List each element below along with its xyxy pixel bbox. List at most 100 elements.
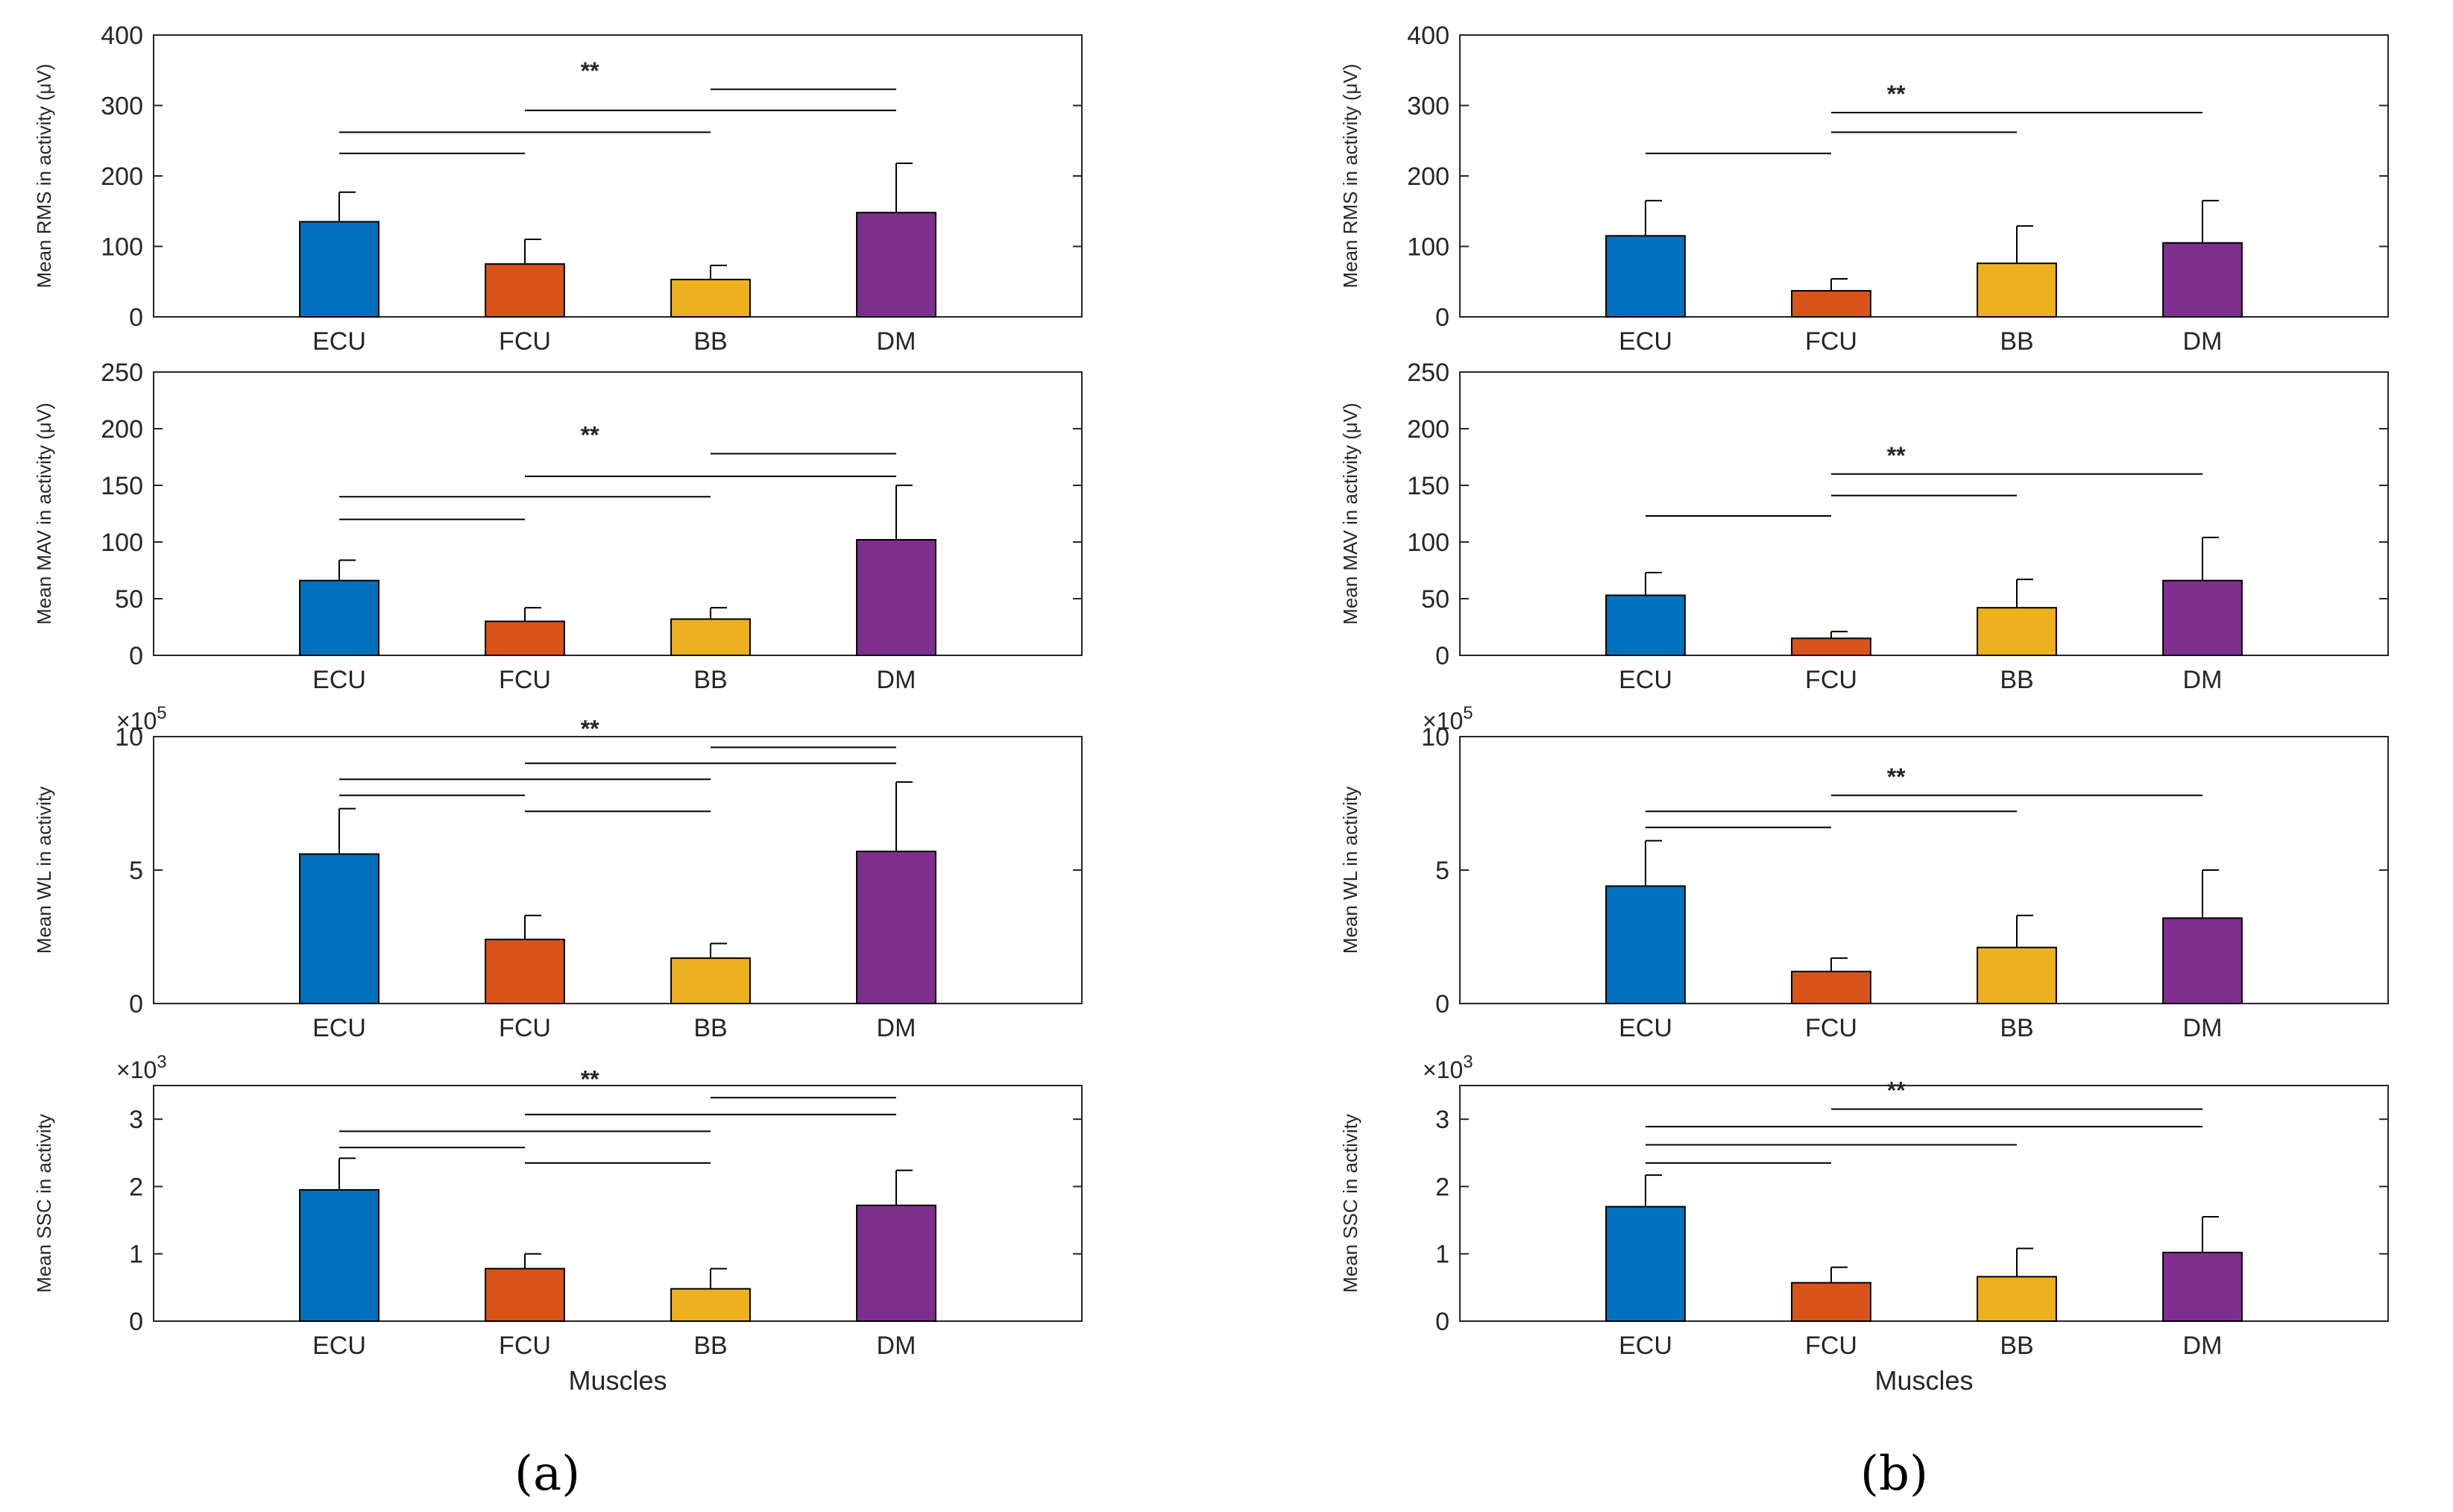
y-axis-label: Mean SSC in activity xyxy=(33,1114,55,1293)
subplot-a-4: 0 1 2 3 ×103 ECU FCU BB DM ** Mean SSC in activity… xyxy=(33,1052,1083,1396)
axis-exponent: ×103 xyxy=(116,1052,167,1083)
x-tick-label-ecu: ECU xyxy=(1619,1332,1672,1360)
y-tick-label: 100 xyxy=(101,529,143,557)
bar-ecu xyxy=(1605,594,1686,656)
x-tick-label-ecu: ECU xyxy=(1619,1014,1672,1042)
y-tick-label: 3 xyxy=(1435,1106,1449,1134)
x-tick-label-fcu: FCU xyxy=(499,1332,551,1360)
bar-bb xyxy=(670,957,751,1005)
bar-bb xyxy=(1977,1276,2057,1322)
y-tick-label: 300 xyxy=(101,92,143,121)
bar-ecu xyxy=(1605,235,1686,318)
x-tick-label-bb: BB xyxy=(2000,327,2033,356)
axes-box xyxy=(153,371,1083,656)
subplot-b-2: 0 50 100 150 200 250 ECU FCU BB DM ** Mean MAV in a… xyxy=(1339,359,2389,694)
y-tick-label: 0 xyxy=(1435,990,1449,1018)
x-tick-label-ecu: ECU xyxy=(1619,327,1672,356)
x-tick-label-ecu: ECU xyxy=(312,1014,366,1042)
bar-dm xyxy=(856,850,936,1004)
y-tick-label: 0 xyxy=(1435,303,1449,332)
axes-box xyxy=(1459,371,2389,656)
axes-box xyxy=(1459,1085,2389,1322)
y-axis-label: Mean MAV in activity (μV) xyxy=(1339,403,1361,625)
subplot-b-1: 0 100 200 300 400 ECU FCU BB DM ** Mean RMS in act… xyxy=(1339,22,2389,356)
y-axis-label: Mean WL in activity xyxy=(1339,787,1361,954)
y-tick-label: 0 xyxy=(1435,642,1449,670)
significance-marker: ** xyxy=(581,715,599,742)
x-tick-label-fcu: FCU xyxy=(1805,1332,1857,1360)
bar-dm xyxy=(856,212,936,318)
significance-marker: ** xyxy=(581,1065,599,1092)
bar-dm xyxy=(2162,1251,2243,1322)
bar-bb xyxy=(1977,607,2057,656)
y-axis-label: Mean RMS in activity (μV) xyxy=(1339,63,1361,288)
x-tick-label-fcu: FCU xyxy=(499,327,551,356)
y-tick-label: 5 xyxy=(1435,857,1449,885)
y-tick-label: 3 xyxy=(129,1106,143,1134)
y-tick-label: 200 xyxy=(101,415,143,444)
x-tick-label-bb: BB xyxy=(2000,666,2033,694)
bar-ecu xyxy=(299,853,380,1005)
bar-bb xyxy=(1977,262,2057,318)
y-tick-label: 300 xyxy=(1407,92,1449,121)
y-tick-label: 100 xyxy=(101,233,143,262)
x-tick-label-dm: DM xyxy=(877,1014,916,1042)
axis-exponent: ×103 xyxy=(1423,1052,1473,1083)
y-axis-label: Mean RMS in activity (μV) xyxy=(33,63,55,288)
bar-bb xyxy=(670,618,751,656)
y-tick-label: 1 xyxy=(1435,1241,1449,1269)
y-axis-label: Mean MAV in activity (μV) xyxy=(33,403,55,625)
axes-box xyxy=(153,1085,1083,1322)
x-tick-label-bb: BB xyxy=(693,666,727,694)
bar-bb xyxy=(670,278,751,318)
x-axis-label: Muscles xyxy=(568,1365,667,1396)
bar-dm xyxy=(2162,917,2243,1004)
y-tick-label: 400 xyxy=(101,22,143,50)
y-tick-label: 100 xyxy=(1407,529,1449,557)
y-tick-label: 200 xyxy=(101,163,143,191)
significance-marker: ** xyxy=(1887,442,1906,469)
bar-ecu xyxy=(1605,885,1686,1004)
bar-fcu xyxy=(485,1267,565,1323)
x-tick-label-dm: DM xyxy=(877,1332,916,1360)
bar-fcu xyxy=(1791,971,1871,1005)
x-tick-label-ecu: ECU xyxy=(312,666,366,694)
axes-box xyxy=(153,34,1083,318)
bar-fcu xyxy=(485,263,565,318)
x-tick-label-fcu: FCU xyxy=(499,666,551,694)
y-tick-label: 400 xyxy=(1407,22,1449,50)
y-tick-label: 50 xyxy=(1421,585,1449,614)
significance-marker: ** xyxy=(1887,763,1906,790)
y-tick-label: 100 xyxy=(1407,233,1449,262)
y-tick-label: 0 xyxy=(129,990,143,1018)
y-axis-label: Mean SSC in activity xyxy=(1339,1114,1361,1293)
bar-dm xyxy=(856,538,936,657)
x-tick-label-ecu: ECU xyxy=(1619,666,1672,694)
y-axis-label: Mean WL in activity xyxy=(33,787,55,954)
axes-box xyxy=(153,736,1083,1004)
bar-ecu xyxy=(299,1188,380,1323)
subplot-b-4: 0 1 2 3 ×103 ECU FCU BB DM ** Mean SSC in activity… xyxy=(1339,1052,2389,1396)
y-tick-label: 5 xyxy=(129,857,143,885)
x-tick-label-bb: BB xyxy=(693,1014,727,1042)
bar-dm xyxy=(2162,579,2243,656)
y-tick-label: 50 xyxy=(115,585,143,614)
x-tick-label-dm: DM xyxy=(2183,1332,2223,1360)
y-tick-label: 2 xyxy=(1435,1173,1449,1201)
bar-fcu xyxy=(1791,637,1871,657)
x-tick-label-bb: BB xyxy=(693,327,727,356)
significance-marker: ** xyxy=(1887,1077,1906,1104)
y-tick-label: 0 xyxy=(129,642,143,670)
y-tick-label: 150 xyxy=(1407,472,1449,500)
bar-ecu xyxy=(299,579,380,656)
y-tick-label: 250 xyxy=(101,359,143,387)
bar-dm xyxy=(2162,242,2243,318)
axes-box xyxy=(1459,34,2389,318)
x-tick-label-fcu: FCU xyxy=(499,1014,551,1042)
y-tick-label: 0 xyxy=(129,1308,143,1336)
significance-marker: ** xyxy=(581,57,599,84)
bar-dm xyxy=(856,1204,936,1323)
bar-bb xyxy=(670,1288,751,1322)
y-tick-label: 1 xyxy=(129,1241,143,1269)
x-tick-label-ecu: ECU xyxy=(312,327,366,356)
